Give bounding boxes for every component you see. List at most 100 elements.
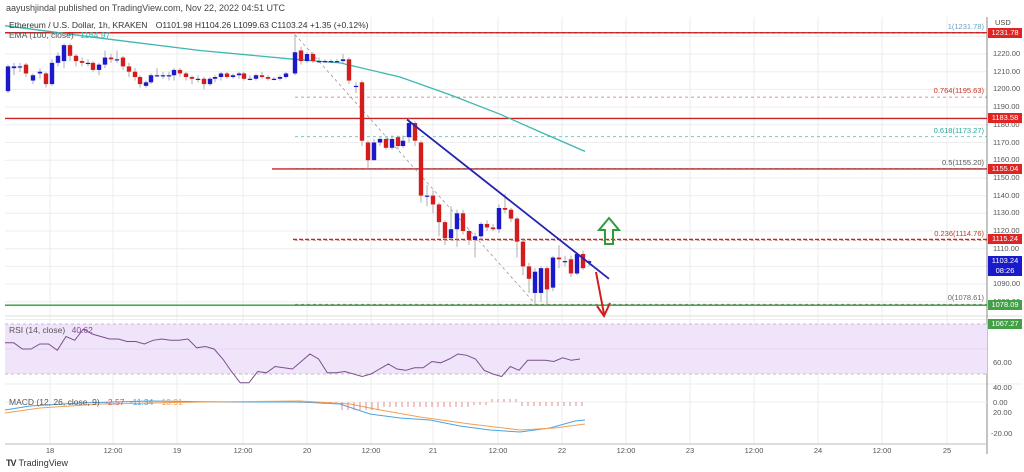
tradingview-branding[interactable]: TV TradingView <box>6 458 68 468</box>
candle-body <box>490 227 496 230</box>
time-tick: 20 <box>302 446 312 455</box>
candle-body <box>359 82 365 141</box>
ema-line <box>4 25 586 152</box>
candle-body <box>502 207 508 210</box>
ema-label: EMA (100, close) <box>9 30 74 40</box>
candle-body <box>218 73 224 78</box>
time-tick: 22 <box>557 446 567 455</box>
candle-body <box>580 254 586 269</box>
publisher-note: aayushjindal published on TradingView.co… <box>6 3 286 13</box>
candle-body <box>177 69 183 74</box>
currency-label: USD <box>995 18 1011 27</box>
macd-tick-minus20: -20.00 <box>991 429 1013 438</box>
fib-trend-line <box>294 34 536 304</box>
candle-body <box>316 61 322 63</box>
candle-body <box>514 218 520 242</box>
candle-body <box>189 77 195 79</box>
candle-body <box>30 75 36 81</box>
candle-body <box>304 54 310 62</box>
candle-body <box>436 204 442 223</box>
time-tick: 19 <box>172 446 182 455</box>
candle-body <box>171 69 177 76</box>
candle-body <box>532 271 538 293</box>
macd-label: MACD (12, 26, close, 9) <box>9 397 100 407</box>
macd-signal-value: -13.91 <box>158 397 183 407</box>
time-tick: 24 <box>813 446 823 455</box>
candle-body <box>442 222 448 239</box>
candle-body <box>568 259 574 274</box>
price-tag: 1155.04 <box>988 163 1022 174</box>
candle-body <box>73 55 79 62</box>
down-arrow-icon <box>595 271 605 315</box>
fib-level-label: 0(1078.61) <box>947 293 984 303</box>
macd-legend[interactable]: MACD (12, 26, close, 9) -2.57 -11.34 -13… <box>9 397 183 407</box>
time-tick: 12:00 <box>872 446 892 455</box>
candle-body <box>418 142 424 196</box>
candle-body <box>556 257 562 260</box>
candle-body <box>11 66 17 69</box>
rsi-label: RSI (14, close) <box>9 325 66 335</box>
candle-body <box>430 195 436 205</box>
time-tick: 25 <box>942 446 952 455</box>
candle-body <box>253 75 259 79</box>
candle-body <box>340 59 346 62</box>
ema-legend[interactable]: EMA (100, close) 1164.97 <box>9 30 110 40</box>
price-tag: 1067.27 <box>988 319 1022 330</box>
macd-line <box>4 400 586 433</box>
time-tick: 21 <box>428 446 438 455</box>
candle-body <box>562 261 568 263</box>
candle-body <box>166 75 172 77</box>
candle-body <box>132 71 138 78</box>
candle-body <box>322 61 328 63</box>
candle-body <box>102 57 108 65</box>
candle-body <box>137 77 143 85</box>
candle-body <box>478 223 484 237</box>
candle-body <box>292 52 298 74</box>
candle-body <box>148 75 154 83</box>
candle-body <box>526 266 532 279</box>
candle-body <box>265 77 271 79</box>
candle-body <box>143 82 149 86</box>
candle-body <box>241 73 247 79</box>
price-tick: 1200.00 <box>993 84 1021 94</box>
rsi-value: 40.62 <box>71 325 93 335</box>
candle-body <box>334 61 340 63</box>
price-tick: 1170.00 <box>993 137 1020 147</box>
fib-level-label: 0.5(1155.20) <box>942 157 984 167</box>
candle-body <box>544 268 550 290</box>
price-tick: 1120.00 <box>993 226 1020 235</box>
candle-body <box>383 138 389 148</box>
price-tag: 1103.24 08:26 <box>988 255 1022 276</box>
symbol-title: Ethereum / U.S. Dollar, 1h, KRAKEN <box>9 20 148 30</box>
candle-body <box>37 71 43 74</box>
ohlc-values: O1101.98 H1104.26 L1099.63 C1103.24 +1.3… <box>155 20 369 30</box>
price-tick: 1130.00 <box>993 208 1020 218</box>
candle-body <box>55 55 61 63</box>
bearish-trendline <box>406 118 610 280</box>
time-tick: 12:00 <box>616 446 636 455</box>
down-arrow-head-icon <box>596 302 611 318</box>
macd-signal-line <box>4 400 586 431</box>
symbol-legend[interactable]: Ethereum / U.S. Dollar, 1h, KRAKEN O1101… <box>9 20 368 30</box>
candle-body <box>520 241 526 267</box>
candle-body <box>259 75 265 78</box>
tradingview-logo-icon: TV <box>6 458 16 468</box>
candle-body <box>484 223 490 228</box>
fib-level-label: 0.618(1173.27) <box>933 125 984 135</box>
price-tag: 1078.09 <box>988 300 1022 311</box>
time-tick: 12:00 <box>488 446 508 455</box>
candle-body <box>448 229 454 239</box>
ema-value: 1164.97 <box>80 30 111 40</box>
candle-body <box>424 195 430 197</box>
candle-body <box>49 62 55 85</box>
candle-body <box>412 123 418 141</box>
candle-body <box>353 85 359 88</box>
candle-body <box>126 66 132 72</box>
candle-body <box>85 62 91 65</box>
candle-body <box>120 57 126 67</box>
candle-body <box>460 213 466 231</box>
candle-body <box>365 142 371 161</box>
rsi-legend[interactable]: RSI (14, close) 40.62 <box>9 325 93 335</box>
time-tick: 23 <box>685 446 695 455</box>
